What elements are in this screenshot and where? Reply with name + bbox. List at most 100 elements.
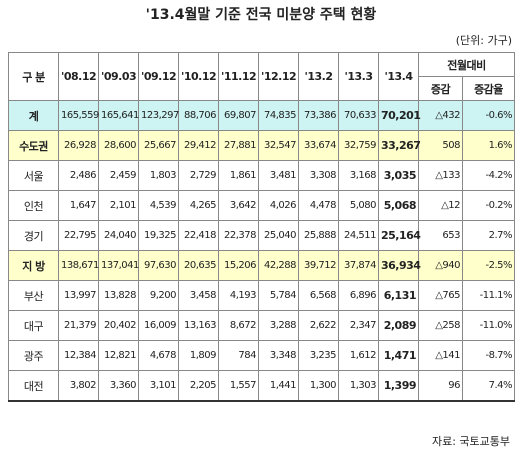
cell: 3,481 (258, 160, 299, 191)
row: 수도권 26,928 28,600 25,667 29,412 27,881 32,547 3… (8, 130, 516, 161)
cell: 20,635 (178, 250, 219, 281)
cell: 12,821 (98, 340, 139, 371)
cell: 2,089 (378, 310, 419, 341)
cell: 3,308 (298, 160, 339, 191)
cell: 2,205 (178, 370, 219, 402)
cell: 26,928 (58, 130, 99, 161)
cell: △765 (418, 280, 463, 311)
cell: 32,547 (258, 130, 299, 161)
row-label: 대구 (8, 310, 59, 341)
row: 대구 21,379 20,402 16,009 13,163 8,672 3,288 2,62… (8, 310, 516, 341)
header-cell: '09.03 (98, 52, 139, 101)
row-label: 지 방 (8, 250, 59, 281)
cell: △133 (418, 160, 463, 191)
cell: -4.2% (461, 160, 516, 191)
cell: 3,458 (178, 280, 219, 311)
cell: 6,896 (338, 280, 379, 311)
cell: 123,297 (138, 100, 179, 131)
cell: 33,674 (298, 130, 339, 161)
cell: 3,168 (338, 160, 379, 191)
row: 인천 1,647 2,101 4,539 4,265 3,642 4,026 4,478 5,0… (8, 190, 516, 221)
cell: 5,784 (258, 280, 299, 311)
row-label: 서울 (8, 160, 59, 191)
cell: 1,557 (218, 370, 259, 402)
header-cell: '11.12 (218, 52, 259, 101)
cell: 3,101 (138, 370, 179, 402)
cell: 19,325 (138, 220, 179, 251)
cell: 8,672 (218, 310, 259, 341)
cell: 1,861 (218, 160, 259, 191)
header-cell: '12.12 (258, 52, 299, 101)
cell: 97,630 (138, 250, 179, 281)
cell: 7.4% (461, 370, 516, 402)
row: 대전 3,802 3,360 3,101 2,205 1,557 1,441 1,300 1,3… (8, 370, 516, 402)
cell: 25,667 (138, 130, 179, 161)
cell: 96 (418, 370, 463, 402)
cell: 13,828 (98, 280, 139, 311)
cell: 22,378 (218, 220, 259, 251)
cell: -0.2% (461, 190, 516, 221)
cell: 37,874 (338, 250, 379, 281)
row-label: 인천 (8, 190, 59, 221)
cell: 22,795 (58, 220, 99, 251)
cell: 3,035 (378, 160, 419, 191)
subheader-cell: 증감율 (461, 76, 516, 101)
row-label: 대전 (8, 370, 59, 402)
header-cell: '08.12 (58, 52, 99, 101)
cell: 16,009 (138, 310, 179, 341)
cell: 4,193 (218, 280, 259, 311)
cell: 29,412 (178, 130, 219, 161)
cell: 138,671 (58, 250, 99, 281)
row: 계 165,559 165,641 123,297 88,706 69,807 74,835… (8, 100, 516, 131)
cell: 1,647 (58, 190, 99, 221)
cell: 73,386 (298, 100, 339, 131)
cell: 69,807 (218, 100, 259, 131)
cell: 3,642 (218, 190, 259, 221)
cell: 2.7% (461, 220, 516, 251)
cell: 653 (418, 220, 463, 251)
cell: 32,759 (338, 130, 379, 161)
cell: -2.5% (461, 250, 516, 281)
cell: 3,348 (258, 340, 299, 371)
header-cell: '13.2 (298, 52, 339, 101)
row: 광주 12,384 12,821 4,678 1,809 784 3,348 3,235 1,6… (8, 340, 516, 371)
row-label: 광주 (8, 340, 59, 371)
cell: 28,600 (98, 130, 139, 161)
cell: △12 (418, 190, 463, 221)
cell: 74,835 (258, 100, 299, 131)
header-row: 구 분 '08.12'09.03'09.12'10.12'11.12'12.12 '… (8, 52, 516, 101)
cell: 137,041 (98, 250, 139, 281)
row-label: 계 (8, 100, 59, 131)
cell: 33,267 (378, 130, 421, 161)
cell: 12,384 (58, 340, 99, 371)
cell: △432 (418, 100, 463, 131)
cell: 36,934 (378, 250, 421, 281)
cell: 1,441 (258, 370, 299, 402)
cell: 27,881 (218, 130, 259, 161)
cell: 25,888 (298, 220, 339, 251)
cell: 2,729 (178, 160, 219, 191)
cell: 2,347 (338, 310, 379, 341)
cell: 1,303 (338, 370, 379, 402)
cell: 42,288 (258, 250, 299, 281)
cell: 1,809 (178, 340, 219, 371)
cell: 22,418 (178, 220, 219, 251)
cell: 9,200 (138, 280, 179, 311)
subheader-cell: 증감 (418, 76, 463, 101)
cell: 25,040 (258, 220, 299, 251)
cell: 165,641 (98, 100, 139, 131)
cell: 70,201 (378, 100, 421, 131)
source: 자료: 국토교통부 (431, 435, 510, 448)
subheader-row: 증감 증감율 (9, 76, 516, 101)
cell: △258 (418, 310, 463, 341)
cell: 4,265 (178, 190, 219, 221)
cell: △141 (418, 340, 463, 371)
cell: 4,026 (258, 190, 299, 221)
cell: 6,131 (378, 280, 419, 311)
cell: 1,471 (378, 340, 419, 371)
cell: 39,712 (298, 250, 339, 281)
cell: 4,478 (298, 190, 339, 221)
header-cell: '13.3 (338, 52, 379, 101)
row-label: 부산 (8, 280, 59, 311)
